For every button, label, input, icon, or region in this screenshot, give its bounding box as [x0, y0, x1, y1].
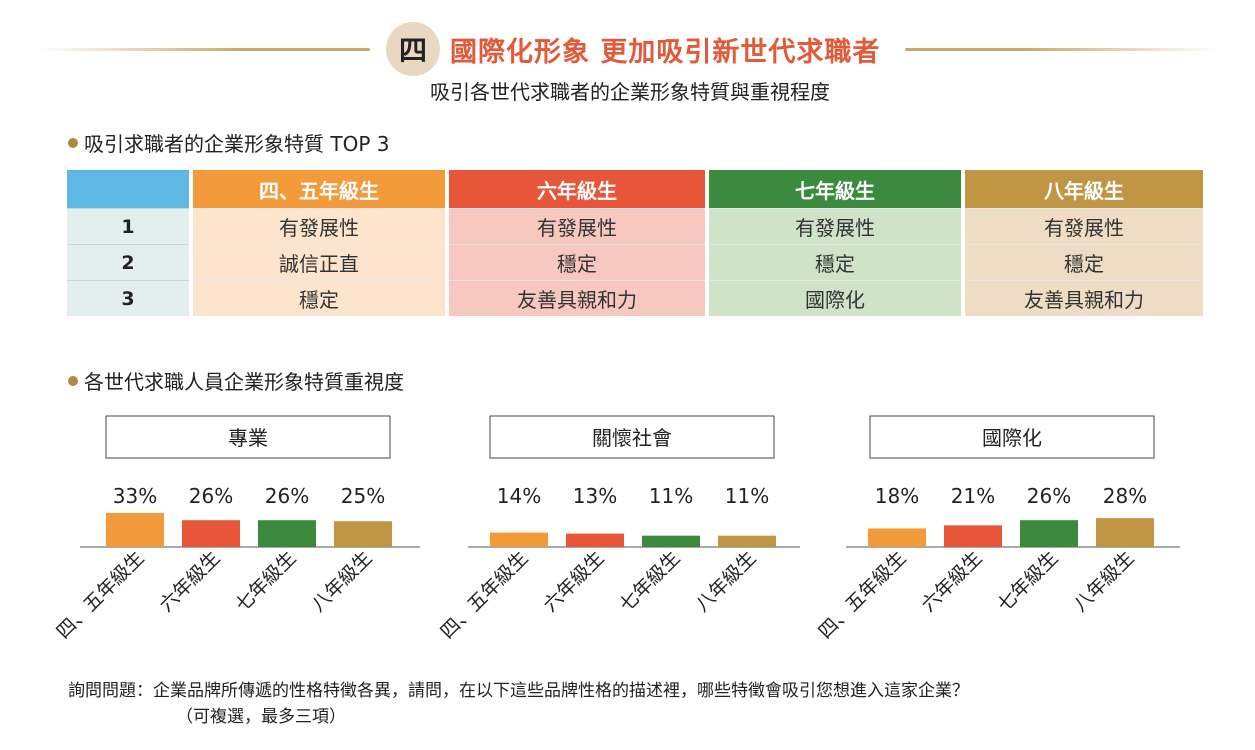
- data-label: 26%: [265, 484, 309, 508]
- bar: [1096, 518, 1154, 547]
- footnote-line-1: 詢問問題：企業品牌所傳遞的性格特徵各異，請問，在以下這些品牌性格的描述裡，哪些特…: [68, 681, 969, 701]
- table-cell: 有發展性: [193, 208, 445, 244]
- x-tick-label: 七年級生: [615, 547, 684, 616]
- data-label: 14%: [497, 484, 541, 508]
- section-heading-text: 各世代求職人員企業形象特質重視度: [84, 370, 404, 394]
- bar: [258, 520, 316, 547]
- bar: [334, 521, 392, 547]
- top3-table: 四、五年級生 六年級生 七年級生 八年級生 1 有發展性 有發展性 有發展性 有…: [67, 170, 1203, 316]
- header-rule-left: [40, 48, 370, 51]
- data-label: 13%: [573, 484, 617, 508]
- data-label: 28%: [1103, 484, 1147, 508]
- data-label: 26%: [189, 484, 233, 508]
- data-label: 18%: [875, 484, 919, 508]
- table-cell: 有發展性: [965, 208, 1203, 244]
- x-tick-label: 六年級生: [539, 547, 608, 616]
- page-subtitle: 吸引各世代求職者的企業形象特質與重視程度: [430, 80, 830, 104]
- bar: [490, 532, 548, 547]
- data-label: 33%: [113, 484, 157, 508]
- table-cell: 誠信正直: [193, 244, 445, 280]
- chart-title: 專業: [228, 426, 268, 450]
- table-header-rank: [67, 170, 189, 208]
- table-cell: 穩定: [193, 280, 445, 316]
- survey-question-footnote: 詢問問題：企業品牌所傳遞的性格特徵各異，請問，在以下這些品牌性格的描述裡，哪些特…: [68, 678, 969, 730]
- chart-title: 關懷社會: [592, 426, 672, 450]
- bullet-dot-icon: [68, 137, 78, 148]
- table-cell: 友善具親和力: [965, 280, 1203, 316]
- table-cell: 穩定: [965, 244, 1203, 280]
- x-tick-label: 六年級生: [917, 547, 986, 616]
- x-tick-label: 七年級生: [231, 547, 300, 616]
- bar: [106, 513, 164, 547]
- bar: [718, 535, 776, 547]
- data-label: 21%: [951, 484, 995, 508]
- section-heading-text: 吸引求職者的企業形象特質 TOP 3: [84, 132, 390, 156]
- bullet-dot-icon: [68, 375, 78, 386]
- chart-title: 國際化: [982, 426, 1042, 450]
- chart-title-box: [105, 415, 391, 459]
- x-tick-label: 七年級生: [993, 547, 1062, 616]
- x-tick-label: 八年級生: [307, 547, 376, 616]
- footnote-line-2: （可複選，最多三項）: [176, 707, 346, 727]
- data-label: 11%: [725, 484, 769, 508]
- table-header-gen4: 八年級生: [965, 170, 1203, 208]
- table-cell: 穩定: [449, 244, 705, 280]
- table-cell: 有發展性: [449, 208, 705, 244]
- section-heading-importance: 各世代求職人員企業形象特質重視度: [68, 366, 404, 395]
- table-header-gen3: 七年級生: [709, 170, 961, 208]
- x-tick-label: 六年級生: [155, 547, 224, 616]
- table-cell: 穩定: [709, 244, 961, 280]
- x-tick-label: 四、五年級生: [52, 547, 148, 643]
- data-label: 26%: [1027, 484, 1071, 508]
- x-tick-label: 八年級生: [691, 547, 760, 616]
- table-rank-cell: 1: [67, 208, 189, 244]
- chart-title-box: [869, 415, 1155, 459]
- data-label: 11%: [649, 484, 693, 508]
- bar: [868, 528, 926, 547]
- x-tick-label: 四、五年級生: [814, 547, 910, 643]
- table-rank-cell: 2: [67, 244, 189, 280]
- table-cell: 有發展性: [709, 208, 961, 244]
- data-label: 25%: [341, 484, 385, 508]
- bar: [566, 533, 624, 547]
- chart-title-box: [489, 415, 775, 459]
- x-tick-label: 八年級生: [1069, 547, 1138, 616]
- page-title: 國際化形象 更加吸引新世代求職者: [450, 37, 881, 68]
- bar: [182, 520, 240, 547]
- table-cell: 友善具親和力: [449, 280, 705, 316]
- bar: [944, 525, 1002, 547]
- x-tick-label: 四、五年級生: [436, 547, 532, 643]
- section-number-badge: 四: [386, 22, 440, 76]
- bar: [642, 535, 700, 547]
- section-heading-top3: 吸引求職者的企業形象特質 TOP 3: [68, 128, 389, 157]
- importance-bar-charts: 專業 33% 四、五年級生 26% 六年級生 26% 七年級生 25% 八年級生 關懷社會 14% 四…: [52, 415, 1180, 643]
- bar: [1020, 520, 1078, 547]
- table-header-gen2: 六年級生: [449, 170, 705, 208]
- header-rule-right: [905, 48, 1215, 51]
- table-rank-cell: 3: [67, 280, 189, 316]
- table-header-gen1: 四、五年級生: [193, 170, 445, 208]
- table-cell: 國際化: [709, 280, 961, 316]
